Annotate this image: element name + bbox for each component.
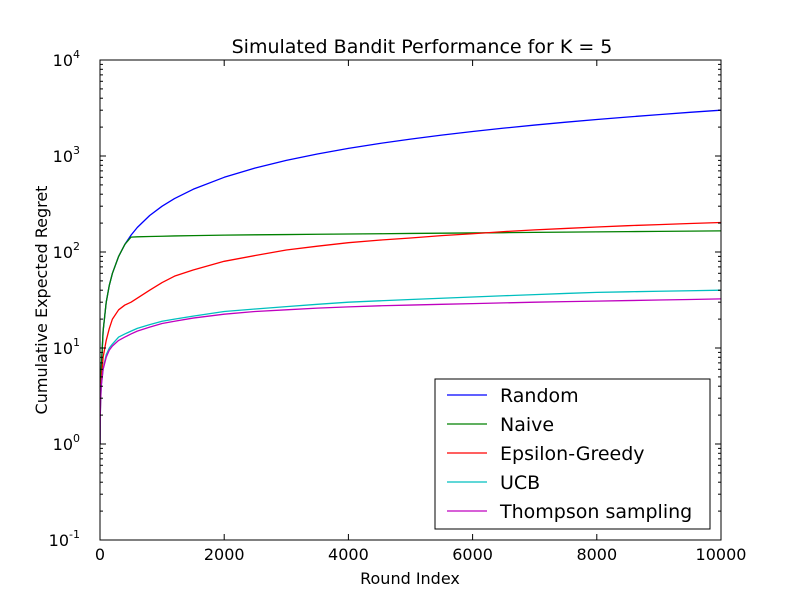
y-tick-label: 100: [53, 432, 80, 454]
legend-label-naive: Naive: [500, 414, 554, 436]
y-tick-exponent: 1: [73, 336, 80, 349]
legend-box: [434, 378, 711, 530]
y-tick-label: 104: [53, 48, 80, 70]
x-tick-label: 10000: [696, 545, 747, 564]
y-axis-label: Cumulative Expected Regret: [32, 186, 51, 415]
y-tick-exponent: 3: [73, 144, 80, 157]
x-axis-ticks: 0 2000 4000 6000 8000 10000: [95, 60, 747, 564]
y-tick-label: 102: [53, 240, 80, 262]
plot-frame: [99, 59, 722, 541]
legend-label-random: Random: [500, 385, 579, 407]
y-tick-exponent: 0: [73, 432, 80, 445]
y-tick-base: 10: [53, 435, 73, 454]
y-tick-label: 101: [53, 336, 80, 358]
chart-title: Simulated Bandit Performance for K = 5: [232, 36, 613, 58]
x-tick-label: 0: [95, 545, 105, 564]
y-tick-base: 10: [53, 51, 73, 70]
series-layer: [100, 109, 721, 445]
x-tick-label: 4000: [328, 545, 369, 564]
legend-label-thompson-sampling: Thompson sampling: [499, 501, 692, 523]
y-tick-base: 10: [53, 339, 73, 358]
series-line-naive: [100, 230, 721, 445]
series-line-ucb: [100, 289, 721, 445]
y-tick-exponent: 4: [73, 48, 80, 61]
y-tick-exponent: -1: [69, 528, 80, 541]
y-tick-base: 10: [53, 243, 73, 262]
x-tick-label: 2000: [204, 545, 245, 564]
series-line-epsilon-greedy: [100, 221, 721, 445]
legend: Random Naive Epsilon-Greedy UCB Thompson sam…: [434, 378, 711, 530]
y-tick-exponent: 2: [73, 240, 80, 253]
series-line-thompson-sampling: [100, 298, 721, 445]
x-tick-label: 8000: [576, 545, 617, 564]
x-tick-label: 6000: [452, 545, 493, 564]
y-tick-base: 10: [49, 531, 69, 550]
y-tick-label: 10-1: [49, 528, 80, 550]
x-axis-label: Round Index: [360, 569, 460, 588]
legend-label-ucb: UCB: [500, 472, 540, 494]
legend-label-epsilon-greedy: Epsilon-Greedy: [500, 443, 645, 465]
y-tick-label: 103: [53, 144, 80, 166]
y-tick-base: 10: [53, 147, 73, 166]
